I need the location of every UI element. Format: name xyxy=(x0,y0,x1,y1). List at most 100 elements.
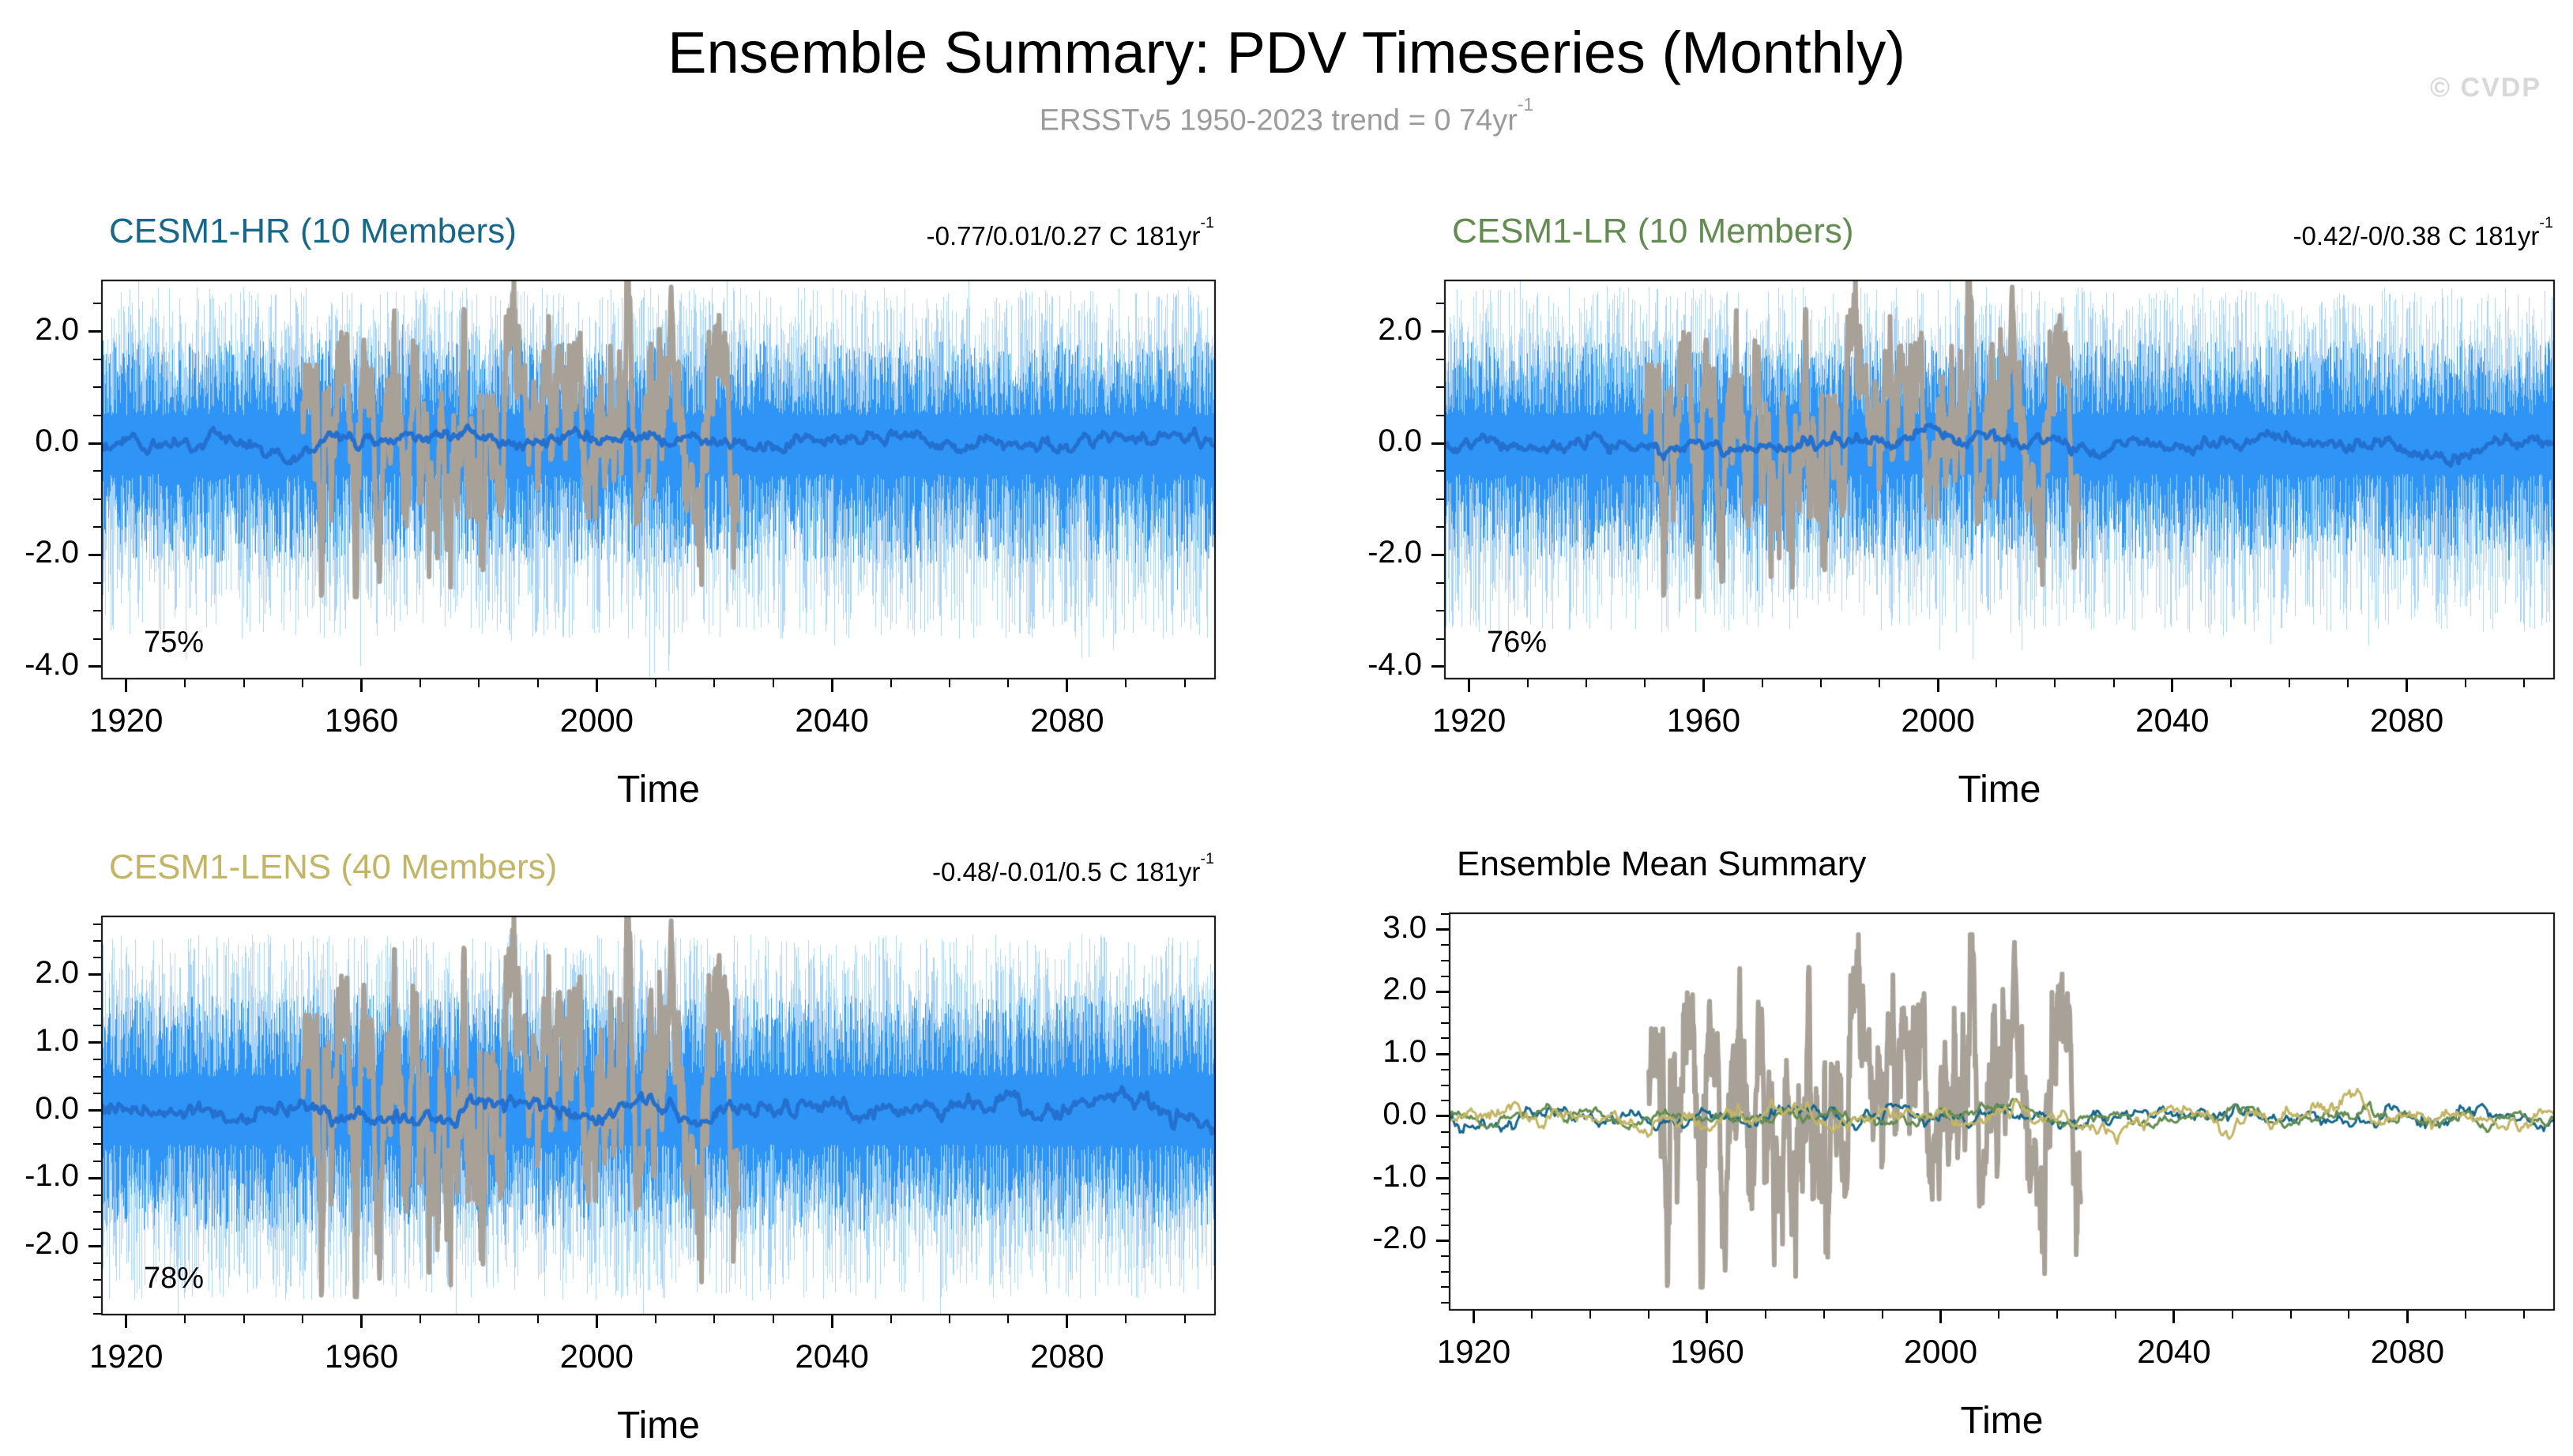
x-tick-label: 1920 xyxy=(89,1337,164,1375)
x-minor-tick xyxy=(2231,1311,2233,1319)
x-minor-tick xyxy=(713,679,716,687)
x-minor-tick xyxy=(2056,1311,2059,1319)
y-major-tick xyxy=(88,1109,101,1112)
x-major-tick xyxy=(830,679,833,692)
y-tick-label: 0.0 xyxy=(1378,423,1422,459)
x-axis-title: Time xyxy=(1958,769,2041,811)
y-minor-tick xyxy=(1441,1270,1449,1273)
y-tick-label: -4.0 xyxy=(1367,646,1422,682)
agreement-percentage: 76% xyxy=(1487,626,1548,659)
plot-area xyxy=(103,917,1214,1314)
trend-text: -0.77/0.01/0.27 C 181yr xyxy=(926,221,1201,250)
x-tick-label: 1920 xyxy=(89,702,164,739)
x-axis-title: Time xyxy=(1960,1400,2044,1442)
y-major-tick xyxy=(1436,990,1449,993)
x-tick-label: 2080 xyxy=(2369,702,2444,739)
x-minor-tick xyxy=(419,1315,421,1323)
y-major-tick xyxy=(88,1244,101,1247)
y-minor-tick xyxy=(1436,610,1444,612)
x-tick-label: 2040 xyxy=(2137,1333,2211,1370)
x-minor-tick xyxy=(1531,1311,1533,1319)
panel-title: CESM1-HR (10 Members) xyxy=(109,212,517,250)
x-tick-label: 2040 xyxy=(795,1337,869,1375)
x-major-tick xyxy=(360,679,363,692)
y-major-tick xyxy=(1431,665,1444,668)
y-tick-label: 1.0 xyxy=(35,1022,79,1058)
x-major-tick xyxy=(2171,679,2174,692)
y-minor-tick xyxy=(93,923,101,925)
trend-exponent: -1 xyxy=(1200,214,1214,232)
x-minor-tick xyxy=(2464,679,2466,687)
x-minor-tick xyxy=(1007,679,1010,687)
y-minor-tick xyxy=(93,414,101,416)
plot-area xyxy=(1450,914,2553,1309)
y-minor-tick xyxy=(1441,1068,1449,1070)
y-minor-tick xyxy=(1436,526,1444,529)
x-major-tick xyxy=(1468,679,1471,692)
x-minor-tick xyxy=(2112,679,2115,687)
y-tick-label: -2.0 xyxy=(24,535,79,570)
y-minor-tick xyxy=(1441,1100,1449,1102)
x-minor-tick xyxy=(1183,679,1186,687)
y-tick-label: 0.0 xyxy=(35,1090,79,1126)
x-minor-tick xyxy=(1648,1311,1650,1319)
x-major-tick xyxy=(1473,1311,1476,1323)
y-minor-tick xyxy=(1441,1209,1449,1211)
x-minor-tick xyxy=(654,679,656,687)
y-minor-tick xyxy=(1436,386,1444,389)
y-tick-label: -4.0 xyxy=(24,646,79,682)
y-major-tick xyxy=(88,665,101,668)
x-major-tick xyxy=(1939,1311,1942,1323)
y-minor-tick xyxy=(93,991,101,993)
subtitle-exponent: -1 xyxy=(1517,93,1534,115)
x-major-tick xyxy=(125,679,128,692)
x-tick-label: 1920 xyxy=(1431,702,1507,739)
y-tick-label: 2.0 xyxy=(35,954,79,990)
cvdp-watermark: © CVDP xyxy=(2430,73,2541,103)
y-minor-tick xyxy=(93,1007,101,1010)
trend-annotation: -0.48/-0.01/0.5 C 181yr-1 xyxy=(103,850,1214,887)
y-minor-tick xyxy=(93,1296,101,1298)
panel-title: Ensemble Mean Summary xyxy=(1457,845,1867,883)
x-minor-tick xyxy=(2115,1311,2117,1319)
figure-title: Ensemble Summary: PDV Timeseries (Monthl… xyxy=(668,20,1905,85)
y-minor-tick xyxy=(1436,414,1444,416)
y-major-tick xyxy=(88,973,101,976)
x-tick-label: 2040 xyxy=(2135,702,2210,739)
x-tick-label: 2040 xyxy=(795,702,869,739)
x-minor-tick xyxy=(1996,679,1998,687)
figure-subtitle: ERSSTv5 1950-2023 trend = 0 74yr-1 xyxy=(0,94,2573,138)
x-major-tick xyxy=(830,1315,833,1328)
x-minor-tick xyxy=(419,679,421,687)
x-minor-tick xyxy=(1819,679,1822,687)
y-minor-tick xyxy=(1441,1302,1449,1304)
x-major-tick xyxy=(1936,679,1939,692)
x-tick-label: 1920 xyxy=(1436,1333,1511,1370)
x-major-tick xyxy=(1702,679,1705,692)
x-minor-tick xyxy=(184,679,186,687)
y-minor-tick xyxy=(1441,1161,1449,1164)
x-minor-tick xyxy=(1586,679,1588,687)
y-major-tick xyxy=(1436,1239,1449,1242)
y-major-tick xyxy=(88,442,101,445)
x-tick-label: 2000 xyxy=(1901,702,1975,739)
x-minor-tick xyxy=(2230,679,2232,687)
x-minor-tick xyxy=(478,679,480,687)
x-tick-label: 2080 xyxy=(1030,1337,1104,1375)
y-minor-tick xyxy=(93,638,101,640)
agreement-percentage: 75% xyxy=(144,626,205,659)
y-tick-label: 1.0 xyxy=(1382,1034,1427,1070)
y-minor-tick xyxy=(1441,975,1449,977)
x-minor-tick xyxy=(2289,679,2291,687)
x-major-tick xyxy=(125,1315,128,1328)
y-minor-tick xyxy=(1436,303,1444,305)
x-minor-tick xyxy=(2289,1311,2292,1319)
x-major-tick xyxy=(1706,1311,1709,1323)
y-minor-tick xyxy=(1441,960,1449,962)
x-minor-tick xyxy=(302,679,304,687)
y-major-tick xyxy=(1431,553,1444,556)
y-minor-tick xyxy=(1441,1224,1449,1226)
x-minor-tick xyxy=(1764,1311,1766,1319)
x-minor-tick xyxy=(1125,679,1127,687)
y-minor-tick xyxy=(1441,1255,1449,1258)
